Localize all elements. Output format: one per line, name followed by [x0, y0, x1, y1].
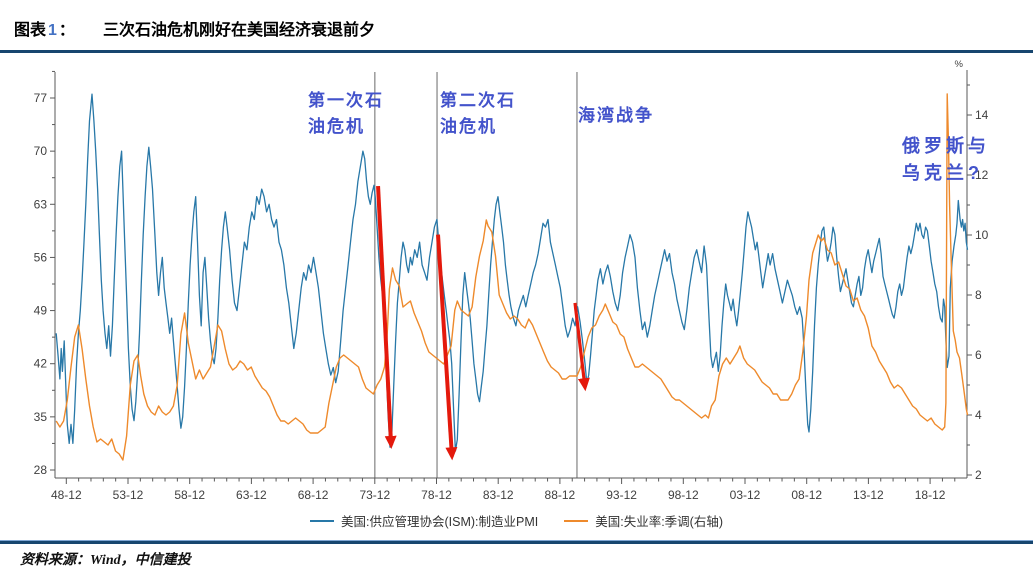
pmi-plunge-arrow-3 — [573, 302, 590, 392]
y-right-tick-label: 14 — [975, 108, 989, 122]
y-right-tick-label: 6 — [975, 348, 982, 362]
annotation-oil-crisis-3: 海湾战争 — [578, 105, 654, 125]
x-tick-label: 68-12 — [298, 488, 329, 502]
y-right-tick-label: 8 — [975, 288, 982, 302]
x-tick-label: 08-12 — [791, 488, 822, 502]
figure-title-text: 三次石油危机刚好在美国经济衰退前夕 — [102, 22, 375, 39]
legend-label-pmi: 美国:供应管理协会(ISM):制造业PMI — [341, 515, 539, 529]
y-left-tick-label: 77 — [34, 91, 48, 105]
x-tick-label: 93-12 — [606, 488, 637, 502]
y-right-tick-label: 12 — [975, 168, 989, 182]
title-divider — [0, 50, 1033, 53]
y-left-tick-label: 35 — [34, 410, 48, 424]
chart-legend: 美国:供应管理协会(ISM):制造业PMI 美国:失业率:季调(右轴) — [0, 511, 1033, 530]
legend-item-unemployment: 美国:失业率:季调(右轴) — [564, 511, 723, 530]
figure-number: 1 — [48, 22, 57, 39]
right-axis-unit-label: % — [955, 59, 964, 70]
pmi-line-swatch — [310, 519, 334, 522]
figure-label-prefix: 图表 — [14, 22, 47, 39]
x-tick-label: 98-12 — [668, 488, 699, 502]
x-tick-label: 78-12 — [421, 488, 452, 502]
x-tick-label: 13-12 — [853, 488, 884, 502]
legend-item-pmi: 美国:供应管理协会(ISM):制造业PMI — [310, 511, 538, 530]
series-unemployment-line — [55, 93, 969, 461]
source-text: 资料来源：Wind，中信建投 — [20, 553, 191, 568]
annotation-oil-crisis-1: 第一次石油危机 — [308, 90, 384, 136]
x-tick-label: 58-12 — [174, 488, 205, 502]
x-tick-label: 53-12 — [113, 488, 144, 502]
x-tick-label: 03-12 — [730, 488, 761, 502]
y-left-tick-label: 70 — [34, 144, 48, 158]
annotation-russia-ukraine: 俄罗斯与乌克兰? — [901, 135, 990, 183]
x-tick-label: 88-12 — [545, 488, 576, 502]
figure-label-colon: ： — [58, 22, 75, 39]
annotation-oil-crisis-2: 第二次石油危机 — [440, 90, 516, 136]
y-right-tick-label: 2 — [975, 468, 982, 482]
source-divider — [0, 540, 1033, 544]
y-left-tick-label: 42 — [34, 357, 48, 371]
y-left-tick-label: 49 — [34, 304, 48, 318]
x-tick-label: 63-12 — [236, 488, 267, 502]
x-tick-label: 73-12 — [359, 488, 390, 502]
legend-label-unemployment: 美国:失业率:季调(右轴) — [595, 515, 723, 529]
y-right-tick-label: 4 — [975, 408, 982, 422]
unemployment-line-swatch — [564, 519, 589, 522]
pmi-plunge-arrow-1 — [376, 185, 397, 449]
y-left-tick-label: 63 — [34, 197, 48, 211]
x-tick-label: 48-12 — [51, 488, 82, 502]
y-right-tick-label: 10 — [975, 228, 989, 242]
y-left-tick-label: 28 — [34, 463, 48, 477]
figure-title-row: 图表 1： 三次石油危机刚好在美国经济衰退前夕 — [14, 16, 375, 40]
series-pmi-line — [55, 93, 969, 452]
y-left-tick-label: 56 — [34, 250, 48, 264]
x-tick-label: 83-12 — [483, 488, 514, 502]
pmi-plunge-arrow-2 — [436, 234, 458, 461]
x-tick-label: 18-12 — [915, 488, 946, 502]
